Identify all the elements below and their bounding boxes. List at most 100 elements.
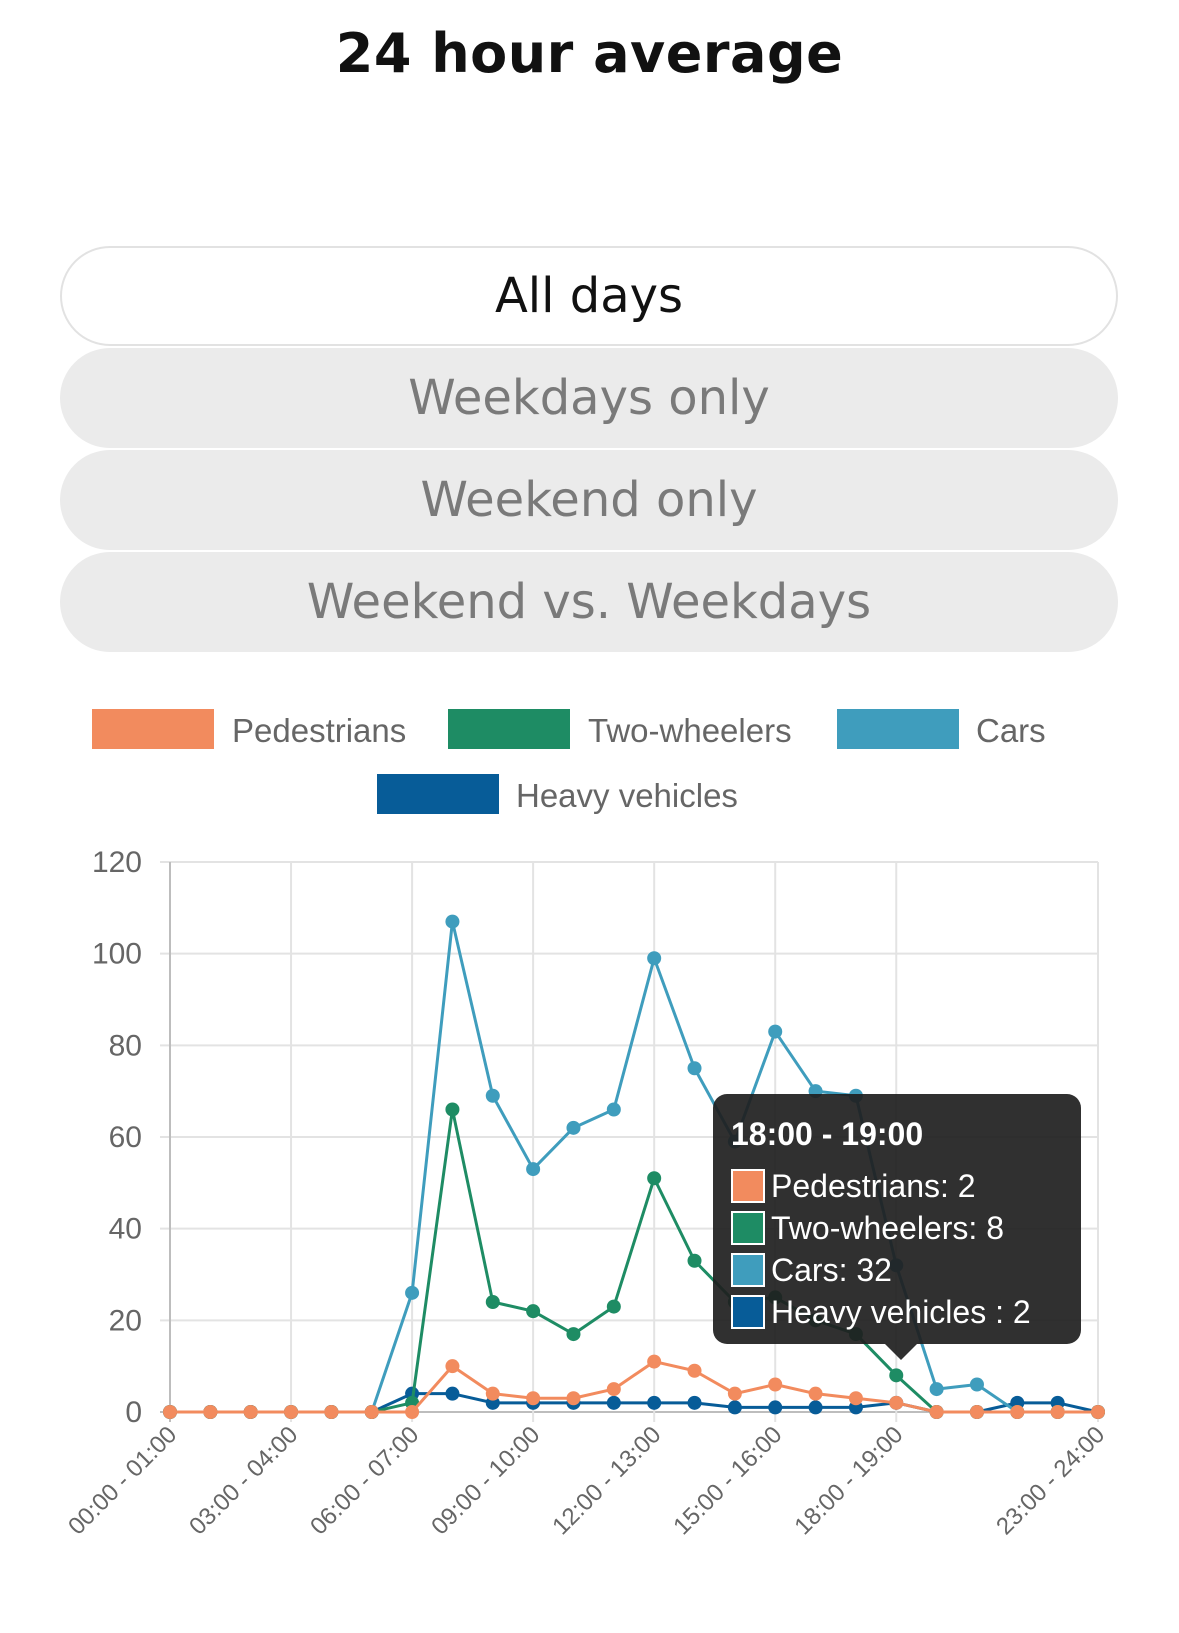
data-point-cars[interactable] — [768, 1024, 783, 1039]
data-point-cars[interactable] — [606, 1102, 621, 1117]
data-point-cars[interactable] — [405, 1285, 420, 1300]
series-heavy-vehicles — [163, 1386, 1105, 1419]
legend-label-two-wheelers[interactable]: Two-wheelers — [588, 712, 792, 749]
y-tick-label: 120 — [92, 846, 142, 879]
data-point-two-wheelers[interactable] — [889, 1368, 904, 1383]
filter-weekend-vs-weekdays-button[interactable]: Weekend vs. Weekdays — [60, 552, 1118, 652]
tooltip-label-pedestrians: Pedestrians: 2 — [771, 1167, 976, 1204]
data-point-pedestrians[interactable] — [647, 1354, 662, 1369]
data-point-pedestrians[interactable] — [405, 1405, 420, 1419]
y-axis-ticks: 0 20 40 60 80 100 120 — [92, 846, 142, 1429]
data-point-pedestrians[interactable] — [364, 1405, 379, 1419]
x-tick-label: 09:00 - 10:00 — [426, 1421, 545, 1540]
data-point-heavy-vehicles[interactable] — [768, 1400, 783, 1415]
data-point-two-wheelers[interactable] — [526, 1304, 541, 1319]
data-point-pedestrians[interactable] — [606, 1382, 621, 1397]
data-point-heavy-vehicles[interactable] — [808, 1400, 823, 1415]
tooltip-row-two-wheelers: Two-wheelers: 8 — [731, 1207, 1063, 1249]
data-point-pedestrians[interactable] — [243, 1405, 258, 1419]
legend-label-cars[interactable]: Cars — [976, 712, 1046, 749]
y-tick-label: 0 — [125, 1396, 142, 1429]
data-point-cars[interactable] — [485, 1088, 500, 1103]
data-point-pedestrians[interactable] — [969, 1405, 984, 1419]
series-pedestrians — [163, 1354, 1105, 1419]
x-tick-label: 12:00 - 13:00 — [547, 1421, 666, 1540]
tooltip-title: 18:00 - 19:00 — [731, 1116, 924, 1152]
tooltip-swatch-two-wheelers — [731, 1211, 765, 1245]
data-point-pedestrians[interactable] — [768, 1377, 783, 1392]
tooltip-row-pedestrians: Pedestrians: 2 — [731, 1165, 1063, 1207]
data-point-two-wheelers[interactable] — [647, 1171, 662, 1186]
data-point-cars[interactable] — [687, 1061, 702, 1076]
data-point-pedestrians[interactable] — [566, 1391, 581, 1406]
data-point-heavy-vehicles[interactable] — [445, 1386, 460, 1401]
data-point-two-wheelers[interactable] — [687, 1253, 702, 1268]
data-point-pedestrians[interactable] — [929, 1405, 944, 1419]
legend-swatch-two-wheelers[interactable] — [448, 709, 570, 749]
data-point-heavy-vehicles[interactable] — [727, 1400, 742, 1415]
legend-label-pedestrians[interactable]: Pedestrians — [232, 712, 406, 749]
x-tick-label: 03:00 - 04:00 — [184, 1421, 303, 1540]
tooltip-swatch-heavy-vehicles — [731, 1295, 765, 1329]
data-point-pedestrians[interactable] — [284, 1405, 299, 1419]
tooltip-swatch-cars — [731, 1253, 765, 1287]
legend-swatch-heavy-vehicles[interactable] — [377, 774, 499, 814]
tooltip-row-cars: Cars: 32 — [731, 1249, 1063, 1291]
filter-all-days-button[interactable]: All days — [60, 246, 1118, 346]
chart-tooltip: 18:00 - 19:00 Pedestrians: 2 Two-wheeler… — [713, 1094, 1081, 1344]
data-point-two-wheelers[interactable] — [606, 1299, 621, 1314]
data-point-pedestrians[interactable] — [485, 1386, 500, 1401]
tooltip-label-cars: Cars: 32 — [771, 1251, 892, 1288]
data-point-pedestrians[interactable] — [1050, 1405, 1065, 1419]
data-point-two-wheelers[interactable] — [485, 1295, 500, 1309]
x-tick-label: 06:00 - 07:00 — [305, 1421, 424, 1540]
data-point-pedestrians[interactable] — [687, 1363, 702, 1378]
chart-legend: Pedestrians Two-wheelers Cars Heavy vehicle… — [92, 709, 1046, 814]
tooltip-arrow — [885, 1344, 917, 1360]
legend-swatch-cars[interactable] — [837, 709, 959, 749]
y-tick-label: 80 — [109, 1029, 142, 1062]
data-point-heavy-vehicles[interactable] — [606, 1395, 621, 1410]
data-point-cars[interactable] — [929, 1382, 944, 1397]
data-point-cars[interactable] — [647, 951, 662, 966]
x-tick-label: 23:00 - 24:00 — [991, 1421, 1110, 1540]
data-point-pedestrians[interactable] — [848, 1391, 863, 1406]
data-point-pedestrians[interactable] — [808, 1386, 823, 1401]
data-point-pedestrians[interactable] — [526, 1391, 541, 1406]
x-tick-label: 18:00 - 19:00 — [789, 1421, 908, 1540]
data-point-pedestrians[interactable] — [445, 1359, 460, 1374]
data-point-cars[interactable] — [969, 1377, 984, 1392]
data-point-pedestrians[interactable] — [889, 1395, 904, 1410]
x-axis-ticks: 00:00 - 01:00 03:00 - 04:00 06:00 - 07:00 0… — [63, 1421, 1110, 1540]
day-filter-group: All days Weekdays only Weekend only Week… — [60, 246, 1118, 654]
page-title: 24 hour average — [335, 22, 844, 85]
x-tick-label: 15:00 - 16:00 — [668, 1421, 787, 1540]
data-point-pedestrians[interactable] — [163, 1405, 177, 1419]
data-point-pedestrians[interactable] — [1010, 1405, 1025, 1419]
x-tick-label: 00:00 - 01:00 — [63, 1421, 182, 1540]
data-point-pedestrians[interactable] — [1091, 1405, 1105, 1419]
filter-weekdays-only-button[interactable]: Weekdays only — [60, 348, 1118, 448]
legend-label-heavy-vehicles[interactable]: Heavy vehicles — [516, 777, 738, 814]
traffic-line-chart: Pedestrians Two-wheelers Cars Heavy vehicle… — [63, 709, 1110, 1540]
data-point-heavy-vehicles[interactable] — [687, 1395, 702, 1410]
data-point-cars[interactable] — [526, 1162, 541, 1177]
series-line-heavy-vehicles — [170, 1392, 1099, 1414]
tooltip-label-heavy-vehicles: Heavy vehicles : 2 — [771, 1293, 1031, 1330]
data-point-heavy-vehicles[interactable] — [647, 1395, 662, 1410]
data-point-pedestrians[interactable] — [727, 1386, 742, 1401]
data-point-pedestrians[interactable] — [324, 1405, 339, 1419]
tooltip-swatch-pedestrians — [731, 1169, 765, 1203]
y-tick-label: 60 — [109, 1121, 142, 1154]
data-point-two-wheelers[interactable] — [445, 1102, 460, 1117]
y-tick-label: 40 — [109, 1213, 142, 1246]
legend-swatch-pedestrians[interactable] — [92, 709, 214, 749]
data-point-cars[interactable] — [445, 914, 460, 929]
tooltip-label-two-wheelers: Two-wheelers: 8 — [771, 1209, 1004, 1246]
y-tick-label: 20 — [109, 1304, 142, 1337]
data-point-two-wheelers[interactable] — [566, 1327, 581, 1342]
data-point-pedestrians[interactable] — [203, 1405, 218, 1419]
data-point-cars[interactable] — [566, 1120, 581, 1135]
filter-weekend-only-button[interactable]: Weekend only — [60, 450, 1118, 550]
y-tick-label: 100 — [92, 938, 142, 971]
